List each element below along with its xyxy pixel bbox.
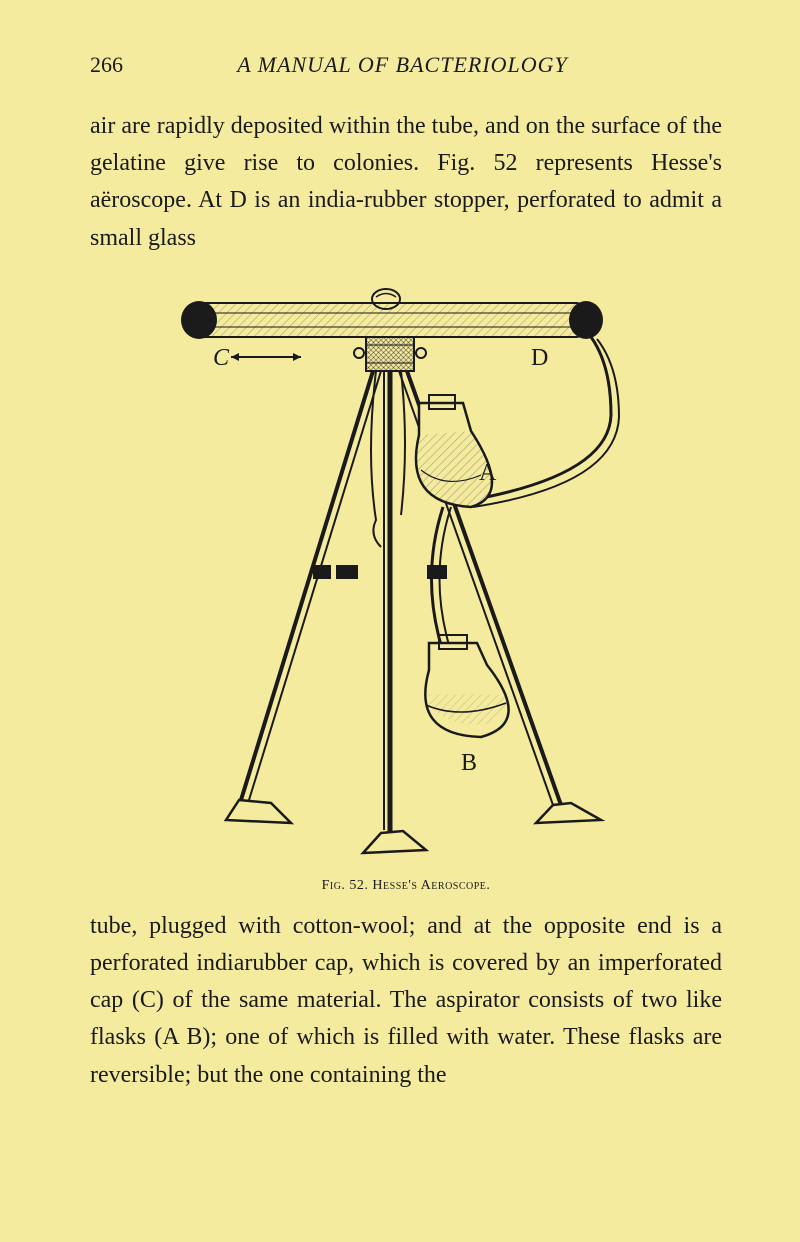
label-b: B: [461, 750, 477, 776]
page-header: 266 A MANUAL OF BACTERIOLOGY: [90, 52, 722, 78]
running-title: A MANUAL OF BACTERIOLOGY: [123, 52, 722, 78]
page-number: 266: [90, 52, 123, 78]
figure-aeroscope: C D A B Fig. 52. Hesse's Aeroscope.: [90, 275, 722, 894]
label-c: C: [213, 345, 230, 371]
flask-a: [416, 395, 492, 507]
label-a: A: [479, 460, 497, 486]
flask-b: [425, 635, 508, 737]
figure-caption: Fig. 52. Hesse's Aeroscope.: [90, 878, 722, 894]
paragraph-1: air are rapidly deposited within the tub…: [90, 108, 722, 257]
label-d: D: [531, 345, 548, 371]
aeroscope-illustration: C D A B: [171, 275, 641, 865]
tripod: [226, 371, 601, 853]
paragraph-2: tube, plugged with cotton-wool; and at t…: [90, 908, 722, 1094]
